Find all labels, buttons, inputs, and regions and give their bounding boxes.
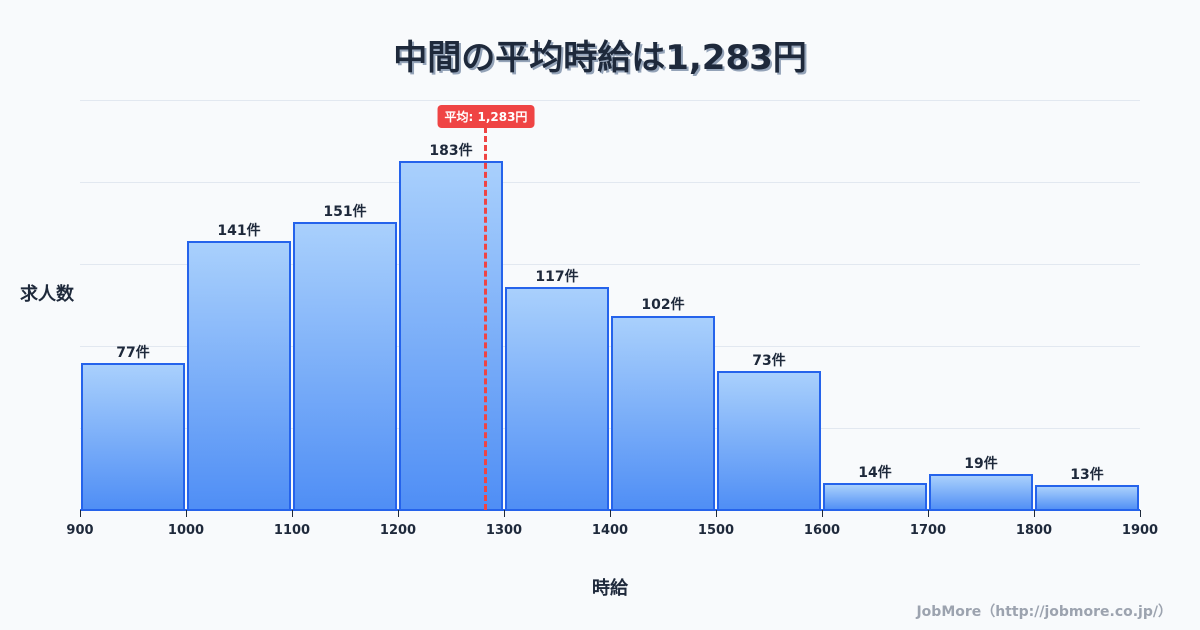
- gridline: [80, 428, 1140, 429]
- bar-value-label: 117件: [535, 268, 579, 285]
- x-tick-label: 1700: [909, 523, 947, 538]
- histogram-bar: [929, 473, 1033, 510]
- histogram-bar: [505, 286, 609, 510]
- x-tick: [716, 510, 717, 517]
- plot-area: 77件 141件 151件 183件 117件 102件 73件 14件 19件 13件: [80, 100, 1140, 510]
- gridline: [80, 182, 1140, 183]
- x-tick-label: 900: [66, 523, 94, 538]
- x-tick-label: 1100: [273, 523, 311, 538]
- histogram-bar: [293, 222, 397, 510]
- y-axis-label: 求人数: [20, 284, 74, 305]
- bar-value-label: 19件: [964, 455, 998, 472]
- x-tick-label: 1200: [379, 523, 417, 538]
- bar-value-label: 73件: [752, 352, 786, 369]
- x-tick-label: 1000: [167, 523, 205, 538]
- x-tick: [504, 510, 505, 517]
- mean-badge: 平均: 1,283円: [437, 105, 535, 128]
- x-tick-label: 1800: [1015, 523, 1053, 538]
- x-tick-label: 1300: [485, 523, 523, 538]
- histogram-bar: [81, 363, 185, 510]
- histogram-bar: [187, 241, 291, 510]
- histogram-bar: [717, 370, 821, 510]
- x-tick-label: 1400: [591, 523, 629, 538]
- credit-text: JobMore（http://jobmore.co.jp/）: [916, 604, 1172, 620]
- x-tick: [398, 510, 399, 517]
- histogram-bar: [1035, 485, 1139, 510]
- x-tick: [1140, 510, 1141, 517]
- x-tick: [186, 510, 187, 517]
- x-tick: [610, 510, 611, 517]
- gridline: [80, 346, 1140, 347]
- x-tick: [822, 510, 823, 517]
- gridline: [80, 100, 1140, 101]
- mean-line: [484, 127, 488, 510]
- bar-value-label: 183件: [429, 143, 473, 160]
- histogram-bar: [611, 315, 715, 510]
- bar-value-label: 13件: [1070, 467, 1104, 484]
- bar-value-label: 102件: [641, 297, 685, 314]
- bar-value-label: 151件: [323, 204, 367, 221]
- chart-title: 中間の平均時給は1,283円: [393, 38, 807, 78]
- bar-value-label: 141件: [217, 223, 261, 240]
- gridline: [80, 264, 1140, 265]
- bar-value-label: 14件: [858, 465, 892, 482]
- histogram-bar: [823, 483, 927, 510]
- x-tick-label: 1600: [803, 523, 841, 538]
- x-tick: [928, 510, 929, 517]
- bar-value-label: 77件: [116, 345, 150, 362]
- x-tick: [292, 510, 293, 517]
- x-tick: [80, 510, 81, 517]
- x-tick-label: 1900: [1121, 523, 1159, 538]
- x-tick-label: 1500: [697, 523, 735, 538]
- x-tick: [1034, 510, 1035, 517]
- x-axis-label: 時給: [592, 578, 628, 599]
